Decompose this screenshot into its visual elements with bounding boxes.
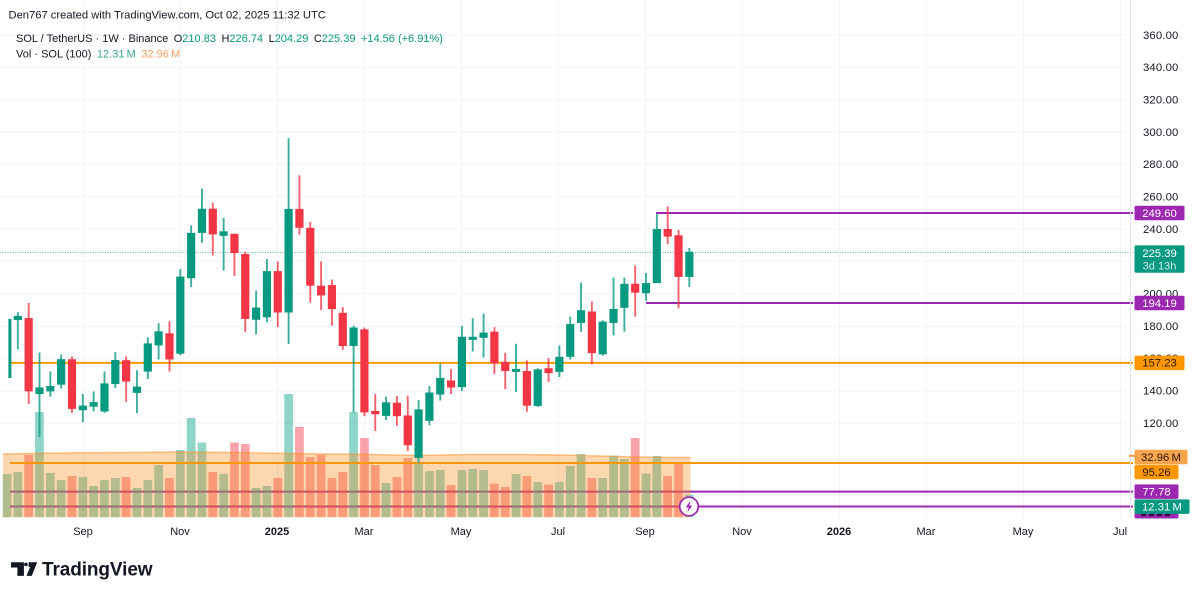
svg-text:260.00: 260.00 bbox=[1143, 192, 1178, 204]
svg-text:Jul: Jul bbox=[551, 526, 565, 538]
svg-text:249.60: 249.60 bbox=[1142, 208, 1177, 220]
svg-text:240.00: 240.00 bbox=[1143, 224, 1178, 236]
svg-text:180.00: 180.00 bbox=[1143, 321, 1178, 333]
svg-text:Vol · SOL (100) 12.31 M 32.96: Vol · SOL (100) 12.31 M 32.96 M bbox=[16, 49, 180, 61]
svg-text:Mar: Mar bbox=[917, 526, 936, 538]
svg-text:2026: 2026 bbox=[827, 526, 851, 538]
svg-text:280.00: 280.00 bbox=[1143, 159, 1178, 171]
svg-text:95.26: 95.26 bbox=[1142, 467, 1170, 479]
svg-text:320.00: 320.00 bbox=[1143, 95, 1178, 107]
svg-text:300.00: 300.00 bbox=[1143, 127, 1178, 139]
svg-text:3d 13h: 3d 13h bbox=[1143, 261, 1177, 273]
svg-text:340.00: 340.00 bbox=[1143, 62, 1178, 74]
svg-text:Nov: Nov bbox=[732, 526, 752, 538]
svg-text:194.19: 194.19 bbox=[1142, 298, 1177, 310]
svg-text:157.23: 157.23 bbox=[1142, 358, 1177, 370]
svg-text:12.31 M: 12.31 M bbox=[1142, 501, 1182, 513]
svg-text:140.00: 140.00 bbox=[1143, 386, 1178, 398]
svg-text:Nov: Nov bbox=[170, 526, 190, 538]
svg-text:Sep: Sep bbox=[73, 526, 93, 538]
svg-text:360.00: 360.00 bbox=[1143, 30, 1178, 42]
svg-text:TradingView: TradingView bbox=[42, 560, 153, 581]
svg-text:77.78: 77.78 bbox=[1142, 486, 1170, 498]
svg-text:2025: 2025 bbox=[265, 526, 289, 538]
svg-text:May: May bbox=[451, 526, 472, 538]
svg-text:SOL / TetherUS · 1W · Binance: SOL / TetherUS · 1W · Binance O210.83 H2… bbox=[16, 33, 443, 45]
svg-text:May: May bbox=[1013, 526, 1034, 538]
svg-text:32.96 M: 32.96 M bbox=[1141, 452, 1181, 464]
svg-text:Mar: Mar bbox=[355, 526, 374, 538]
svg-text:Jul: Jul bbox=[1113, 526, 1127, 538]
svg-text:Sep: Sep bbox=[635, 526, 655, 538]
svg-text:Den767 created with TradingVie: Den767 created with TradingView.com, Oct… bbox=[9, 10, 326, 22]
svg-text:120.00: 120.00 bbox=[1143, 418, 1178, 430]
svg-text:225.39: 225.39 bbox=[1142, 248, 1177, 260]
